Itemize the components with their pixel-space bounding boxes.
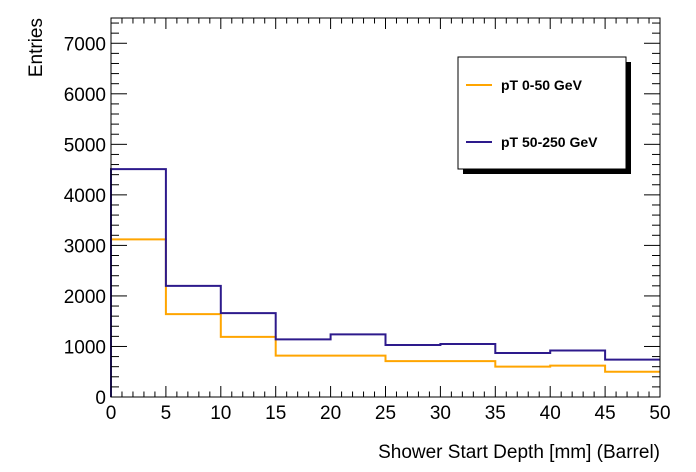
x-tick-label: 35: [485, 403, 506, 424]
x-tick-label: 45: [595, 403, 616, 424]
x-tick-label: 0: [106, 403, 117, 424]
y-tick-label: 6000: [64, 85, 106, 106]
legend-label-series-1: pT 50-250 GeV: [501, 134, 598, 150]
series-1-step-line: [110, 168, 660, 397]
x-tick-label: 25: [375, 403, 396, 424]
x-tick-label: 5: [161, 403, 172, 424]
y-tick-label: 7000: [64, 34, 106, 55]
y-tick-label: 0: [95, 388, 106, 409]
x-tick-label: 20: [320, 403, 341, 424]
y-tick-label: 2000: [64, 287, 106, 308]
x-tick-label: 30: [430, 403, 451, 424]
legend-box: [457, 56, 627, 170]
x-tick-label: 40: [540, 403, 561, 424]
y-tick-label: 1000: [64, 337, 106, 358]
legend: pT 0-50 GeV pT 50-250 GeV: [457, 56, 631, 174]
series-layer: [110, 168, 660, 397]
y-tick-label: 5000: [64, 135, 106, 156]
x-axis-title: Shower Start Depth [mm] (Barrel): [378, 442, 660, 463]
x-tick-label: 50: [649, 403, 670, 424]
y-axis-title: Entries: [26, 18, 47, 77]
x-tick-label: 15: [265, 403, 286, 424]
x-tick-label: 10: [210, 403, 231, 424]
ticks-layer: 0 5 10 15 20 25 30 35 40 45 50 0 1000 2000 3000 4000 500…: [64, 18, 671, 424]
y-tick-label: 4000: [64, 186, 106, 207]
series-0-step-line: [110, 238, 660, 397]
legend-label-series-0: pT 0-50 GeV: [501, 77, 583, 93]
y-tick-label: 3000: [64, 236, 106, 257]
